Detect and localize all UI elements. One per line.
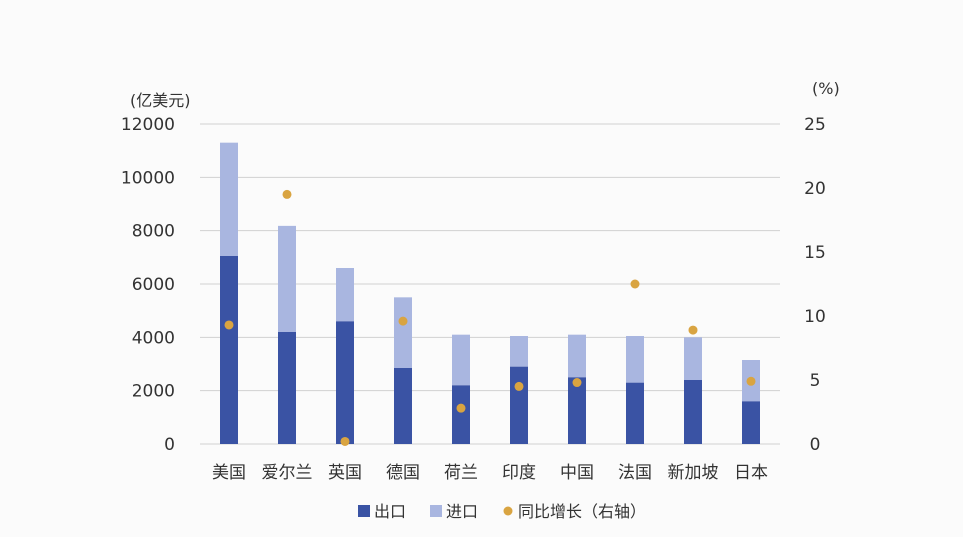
legend-swatch-import: [430, 505, 442, 517]
legend-label-import: 进口: [446, 502, 478, 521]
y-tick-label: 8000: [132, 222, 175, 242]
legend-label-export: 出口: [374, 502, 406, 521]
y2-tick-label: 20: [804, 179, 826, 199]
growth-point: [630, 279, 640, 289]
bar-export: [278, 332, 296, 444]
bar-import: [684, 337, 702, 380]
bar-export: [626, 382, 644, 444]
growth-point: [688, 325, 698, 335]
x-tick-label: 英国: [328, 463, 362, 483]
bar-import: [394, 297, 412, 368]
bar-import: [220, 142, 238, 256]
x-tick-label: 中国: [560, 463, 594, 483]
x-tick-label: 德国: [386, 463, 420, 483]
y2-tick-label: 15: [804, 243, 826, 263]
y-axis-unit: (亿美元): [130, 91, 191, 110]
bar-export: [742, 401, 760, 444]
bar-import: [568, 334, 586, 378]
x-tick-label: 印度: [502, 463, 536, 483]
growth-point: [224, 320, 234, 330]
y2-tick-label: 25: [804, 115, 826, 135]
bar-import: [278, 225, 296, 332]
y-tick-label: 10000: [121, 168, 175, 188]
bar-export: [220, 256, 238, 444]
x-tick-label: 爱尔兰: [262, 463, 313, 483]
x-tick-label: 法国: [618, 463, 652, 483]
bar-export: [510, 366, 528, 444]
legend-label-growth: 同比增长（右轴）: [518, 502, 646, 521]
growth-point: [746, 376, 756, 386]
legend-swatch-growth: [503, 506, 513, 516]
bar-import: [626, 336, 644, 383]
y-tick-label: 2000: [132, 382, 175, 402]
bar-import: [510, 336, 528, 367]
x-tick-label: 日本: [734, 463, 768, 483]
x-tick-label: 荷兰: [444, 463, 478, 483]
bar-export: [394, 368, 412, 444]
x-tick-label: 美国: [212, 463, 246, 483]
growth-point: [514, 381, 524, 391]
y-tick-label: 0: [164, 435, 175, 455]
growth-point: [572, 378, 582, 388]
bar-export: [568, 377, 586, 444]
y2-axis-unit: (%): [812, 79, 840, 98]
growth-point: [340, 436, 350, 446]
bar-export: [684, 380, 702, 444]
y2-tick-label: 5: [810, 371, 821, 391]
y2-tick-label: 0: [810, 435, 821, 455]
x-tick-label: 新加坡: [668, 463, 719, 483]
growth-point: [456, 403, 466, 413]
growth-point: [398, 316, 408, 326]
y-tick-label: 12000: [121, 115, 175, 135]
legend-swatch-export: [358, 505, 370, 517]
y-tick-label: 6000: [132, 275, 175, 295]
bar-import: [452, 334, 470, 386]
growth-point: [282, 189, 292, 199]
y2-tick-label: 10: [804, 307, 826, 327]
bar-export: [336, 321, 354, 444]
y-tick-label: 4000: [132, 328, 175, 348]
bar-export: [452, 385, 470, 444]
bar-import: [336, 268, 354, 322]
